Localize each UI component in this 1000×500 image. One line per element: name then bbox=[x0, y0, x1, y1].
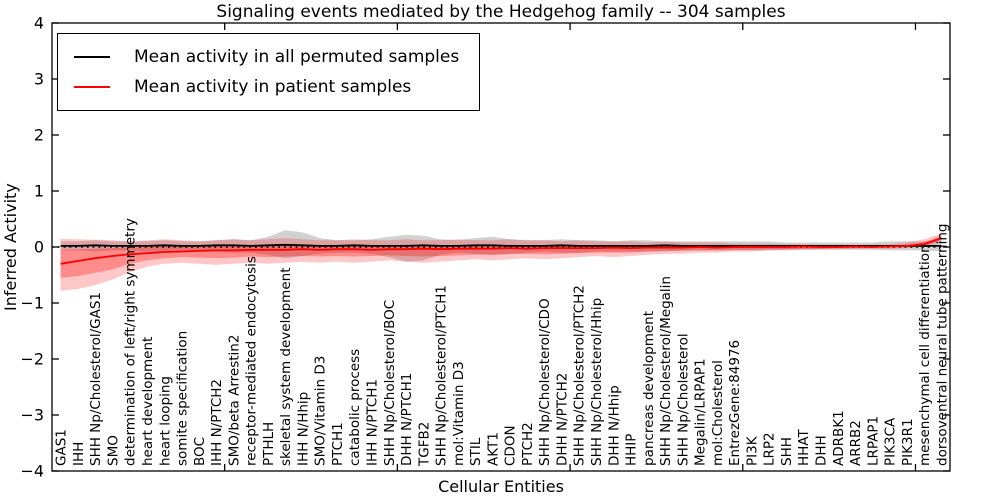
x-category-label: heart looping bbox=[157, 376, 173, 466]
chart-title: Signaling events mediated by the Hedgeho… bbox=[216, 2, 786, 22]
x-category-label: SHH Np/Cholesterol/Megalin bbox=[658, 276, 674, 466]
x-category-label: catabolic process bbox=[347, 349, 363, 466]
x-category-label: PTHLH bbox=[261, 422, 277, 466]
x-category-label: heart development bbox=[140, 337, 156, 466]
x-category-label: IHH N/PTCH2 bbox=[209, 379, 225, 466]
x-category-label: HHIP bbox=[624, 434, 640, 466]
y-tick-label: 4 bbox=[34, 14, 44, 33]
y-axis-label: Inferred Activity bbox=[1, 183, 20, 311]
y-tick-label: 3 bbox=[34, 70, 44, 89]
y-tick-label: −4 bbox=[20, 462, 44, 481]
x-category-label: mol:Vitamin D3 bbox=[451, 361, 467, 466]
x-category-label: LRP2 bbox=[762, 432, 778, 466]
x-category-label: DHH N/Hhip bbox=[606, 385, 622, 466]
x-category-label: mesenchymal cell differentiation bbox=[917, 244, 933, 466]
y-tick-label: −2 bbox=[20, 350, 44, 369]
x-category-label: STIL bbox=[468, 437, 484, 466]
x-category-label: SMO/beta Arrestin2 bbox=[226, 335, 242, 466]
x-category-label: mol:Cholesterol bbox=[710, 360, 726, 466]
x-category-label: ARRB2 bbox=[848, 420, 864, 466]
x-category-label: PIK3R1 bbox=[900, 418, 916, 466]
x-category-label: SHH Np/Cholesterol/PTCH2 bbox=[572, 285, 588, 466]
x-category-label: LRPAP1 bbox=[865, 416, 881, 466]
x-category-label: IHH N/Hhip bbox=[295, 392, 311, 466]
legend-label-permuted: Mean activity in all permuted samples bbox=[134, 47, 460, 67]
x-category-label: PTCH2 bbox=[520, 422, 536, 466]
legend-line-sample-red bbox=[74, 86, 110, 88]
x-category-label: DHH N/PTCH1 bbox=[399, 373, 415, 466]
x-category-label: PI3K bbox=[744, 435, 760, 466]
x-category-label: receptor-mediated endocytosis bbox=[244, 256, 260, 466]
x-category-label: SHH Np/Cholesterol bbox=[675, 333, 691, 466]
x-category-label: somite specification bbox=[175, 331, 191, 466]
y-tick-label: 2 bbox=[34, 126, 44, 145]
x-category-label: SHH bbox=[779, 437, 795, 466]
x-category-label: SHH Np/Cholesterol/CDO bbox=[537, 298, 553, 466]
x-category-label: SHH Np/Cholesterol/GAS1 bbox=[88, 292, 104, 466]
y-tick-label: 0 bbox=[34, 238, 44, 257]
x-category-label: HHAT bbox=[796, 429, 812, 466]
x-category-label: pancreas development bbox=[641, 311, 657, 466]
x-category-label: GAS1 bbox=[54, 429, 70, 466]
series-line-patient bbox=[60, 237, 942, 265]
x-axis-label: Cellular Entities bbox=[438, 477, 564, 496]
legend-item-permuted: Mean activity in all permuted samples bbox=[74, 42, 459, 72]
x-category-label: IHH N/PTCH1 bbox=[365, 379, 381, 466]
x-category-label: TGFB2 bbox=[416, 422, 432, 467]
legend-item-patient: Mean activity in patient samples bbox=[74, 72, 459, 102]
x-category-label: PIK3CA bbox=[883, 417, 899, 466]
x-category-label: SMO bbox=[105, 435, 121, 466]
x-category-label: SHH Np/Cholesterol/Hhip bbox=[589, 298, 605, 466]
legend: Mean activity in all permuted samples Me… bbox=[57, 33, 481, 111]
x-category-label: SMO/Vitamin D3 bbox=[313, 356, 329, 466]
y-tick-label: 1 bbox=[34, 182, 44, 201]
patient-samples-band-outer bbox=[60, 233, 942, 291]
x-category-label: IHH bbox=[71, 442, 87, 466]
x-category-label: SHH Np/Cholesterol/PTCH1 bbox=[434, 285, 450, 466]
y-tick-label: −1 bbox=[20, 294, 44, 313]
x-category-label: EntrezGene:84976 bbox=[727, 340, 743, 466]
x-category-label: DHH N/PTCH2 bbox=[554, 373, 570, 466]
x-category-label: DHH bbox=[814, 435, 830, 466]
x-category-label: skeletal system development bbox=[278, 268, 294, 467]
x-category-label: Megalin/LRPAP1 bbox=[693, 358, 709, 466]
x-category-label: determination of left/right symmetry bbox=[123, 218, 139, 466]
x-category-label: CDON bbox=[503, 425, 519, 466]
x-category-label: BOC bbox=[192, 437, 208, 466]
x-category-label: dorsoventral neural tube patterning bbox=[934, 224, 950, 466]
legend-label-patient: Mean activity in patient samples bbox=[134, 77, 412, 97]
x-category-label: ADRBK1 bbox=[831, 410, 847, 466]
x-category-label: SHH Np/Cholesterol/BOC bbox=[382, 300, 398, 466]
y-tick-label: −3 bbox=[20, 406, 44, 425]
x-category-label: PTCH1 bbox=[330, 422, 346, 466]
legend-line-sample-black bbox=[74, 56, 110, 58]
x-category-label: AKT1 bbox=[485, 432, 501, 466]
